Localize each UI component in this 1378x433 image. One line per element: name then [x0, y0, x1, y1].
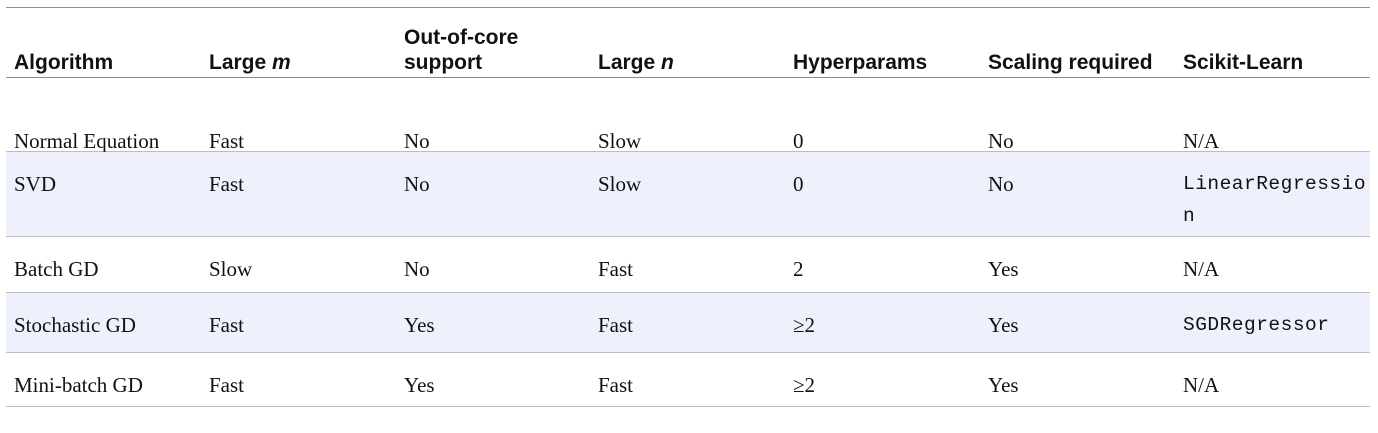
header-out-of-core: Out-of-core support [404, 25, 518, 75]
cell-scaling-required: Yes [988, 373, 1019, 397]
cell-algorithm: Normal Equation [14, 129, 160, 153]
cell-hyperparams: 0 [793, 172, 804, 196]
header-scaling-required: Scaling required [988, 51, 1153, 74]
cell-algorithm: Stochastic GD [14, 313, 136, 337]
header-hyperparams: Hyperparams [793, 51, 928, 74]
comparison-table: Algorithm Large m Out-of-core support La… [6, 7, 1370, 407]
cell-large-n: Slow [598, 129, 642, 153]
cell-large-n: Fast [598, 313, 634, 337]
table-row: Stochastic GD Fast Yes Fast ≥2 Yes SGDRegresso… [6, 293, 1370, 353]
header-out-of-core-line2: support [404, 51, 483, 74]
cell-large-m: Fast [209, 373, 245, 397]
table-row: SVD Fast No Slow 0 No LinearRegression [6, 152, 1370, 237]
table-row: Batch GD Slow No Fast 2 Yes N/A [6, 237, 1370, 293]
cell-large-m: Slow [209, 257, 253, 281]
cell-hyperparams: ≥2 [793, 313, 816, 337]
header-large-m: Large m [209, 50, 291, 75]
header-large-m-prefix: Large [209, 51, 273, 74]
cell-out-of-core: Yes [404, 313, 435, 337]
cell-hyperparams: ≥2 [793, 373, 816, 397]
cell-large-n: Slow [598, 172, 642, 196]
header-large-n-var: n [661, 51, 674, 74]
cell-out-of-core: No [404, 172, 430, 196]
cell-algorithm: Mini-batch GD [14, 373, 143, 397]
cell-scikit-learn: SGDRegressor [1183, 314, 1330, 336]
cell-large-n: Fast [598, 373, 634, 397]
cell-scikit-learn: N/A [1183, 373, 1220, 397]
cell-algorithm: SVD [14, 172, 57, 196]
header-out-of-core-line1: Out-of-core [404, 26, 519, 49]
cell-scaling-required: No [988, 129, 1014, 153]
header-large-m-var: m [272, 51, 291, 74]
cell-large-m: Fast [209, 313, 245, 337]
table-row: Normal Equation Fast No Slow 0 No N/A [6, 109, 1370, 153]
cell-large-m: Fast [209, 129, 245, 153]
cell-scaling-required: Yes [988, 313, 1019, 337]
cell-scaling-required: No [988, 172, 1014, 196]
cell-scikit-learn: N/A [1183, 257, 1220, 281]
cell-algorithm: Batch GD [14, 257, 99, 281]
cell-large-n: Fast [598, 257, 634, 281]
cell-out-of-core: No [404, 129, 430, 153]
table-row: Mini-batch GD Fast Yes Fast ≥2 Yes N/A [6, 353, 1370, 407]
header-large-n: Large n [598, 50, 674, 75]
header-large-n-prefix: Large [598, 51, 662, 74]
cell-hyperparams: 2 [793, 257, 804, 281]
table-header: Algorithm Large m Out-of-core support La… [6, 8, 1370, 78]
cell-scikit-learn: LinearRegression [1183, 173, 1367, 227]
cell-hyperparams: 0 [793, 129, 804, 153]
cell-large-m: Fast [209, 172, 245, 196]
cell-out-of-core: Yes [404, 373, 435, 397]
table-body: Normal Equation Fast No Slow 0 No N/A SVD Fast No… [6, 109, 1370, 407]
cell-out-of-core: No [404, 257, 430, 281]
header-scikit-learn: Scikit-Learn [1183, 51, 1304, 74]
cell-scikit-learn: N/A [1183, 129, 1220, 153]
cell-scaling-required: Yes [988, 257, 1019, 281]
header-algorithm: Algorithm [14, 51, 114, 74]
